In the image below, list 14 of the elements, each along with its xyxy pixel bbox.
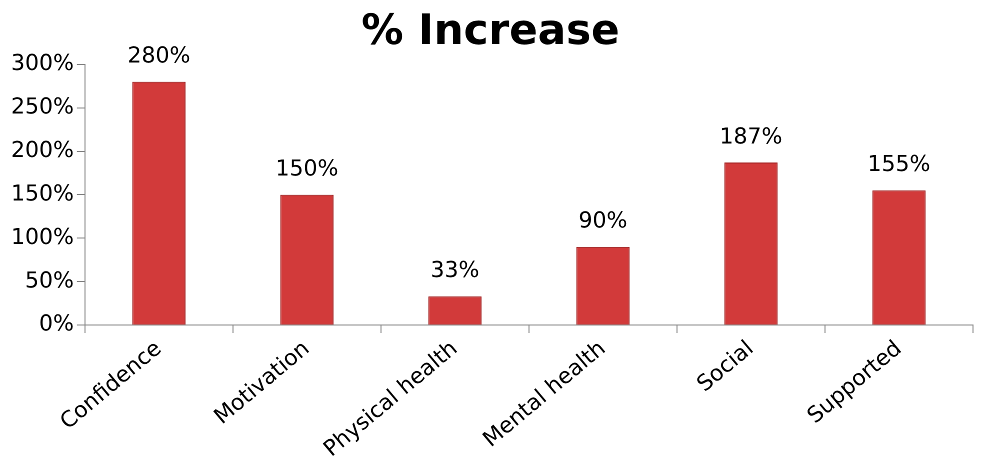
y-tick-label: 300% <box>10 51 74 76</box>
data-label: 33% <box>430 258 480 284</box>
y-tick-label: 50% <box>24 268 74 294</box>
y-tick-label: 150% <box>10 181 74 206</box>
data-label: 187% <box>720 124 782 150</box>
chart-title: % Increase <box>361 5 620 54</box>
data-label: 90% <box>578 208 628 234</box>
y-tick-label: 200% <box>10 138 74 163</box>
y-tick-label: 0% <box>38 312 74 337</box>
y-tick-label: 100% <box>10 224 74 250</box>
data-label: 280% <box>127 43 190 68</box>
y-tick-label: 250% <box>10 94 74 120</box>
data-label: 155% <box>868 152 930 178</box>
data-label: 150% <box>275 156 338 182</box>
